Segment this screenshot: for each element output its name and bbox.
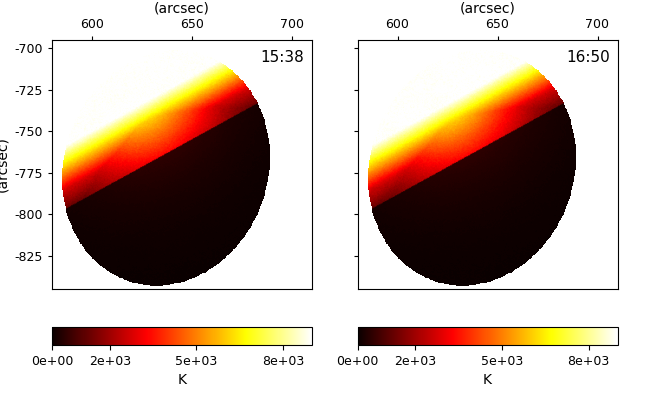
- X-axis label: K: K: [483, 373, 492, 387]
- Text: 15:38: 15:38: [261, 50, 304, 65]
- X-axis label: (arcsec): (arcsec): [460, 2, 515, 16]
- Y-axis label: (arcsec): (arcsec): [0, 136, 9, 192]
- X-axis label: (arcsec): (arcsec): [154, 2, 210, 16]
- Text: 16:50: 16:50: [566, 50, 610, 65]
- X-axis label: K: K: [177, 373, 187, 387]
